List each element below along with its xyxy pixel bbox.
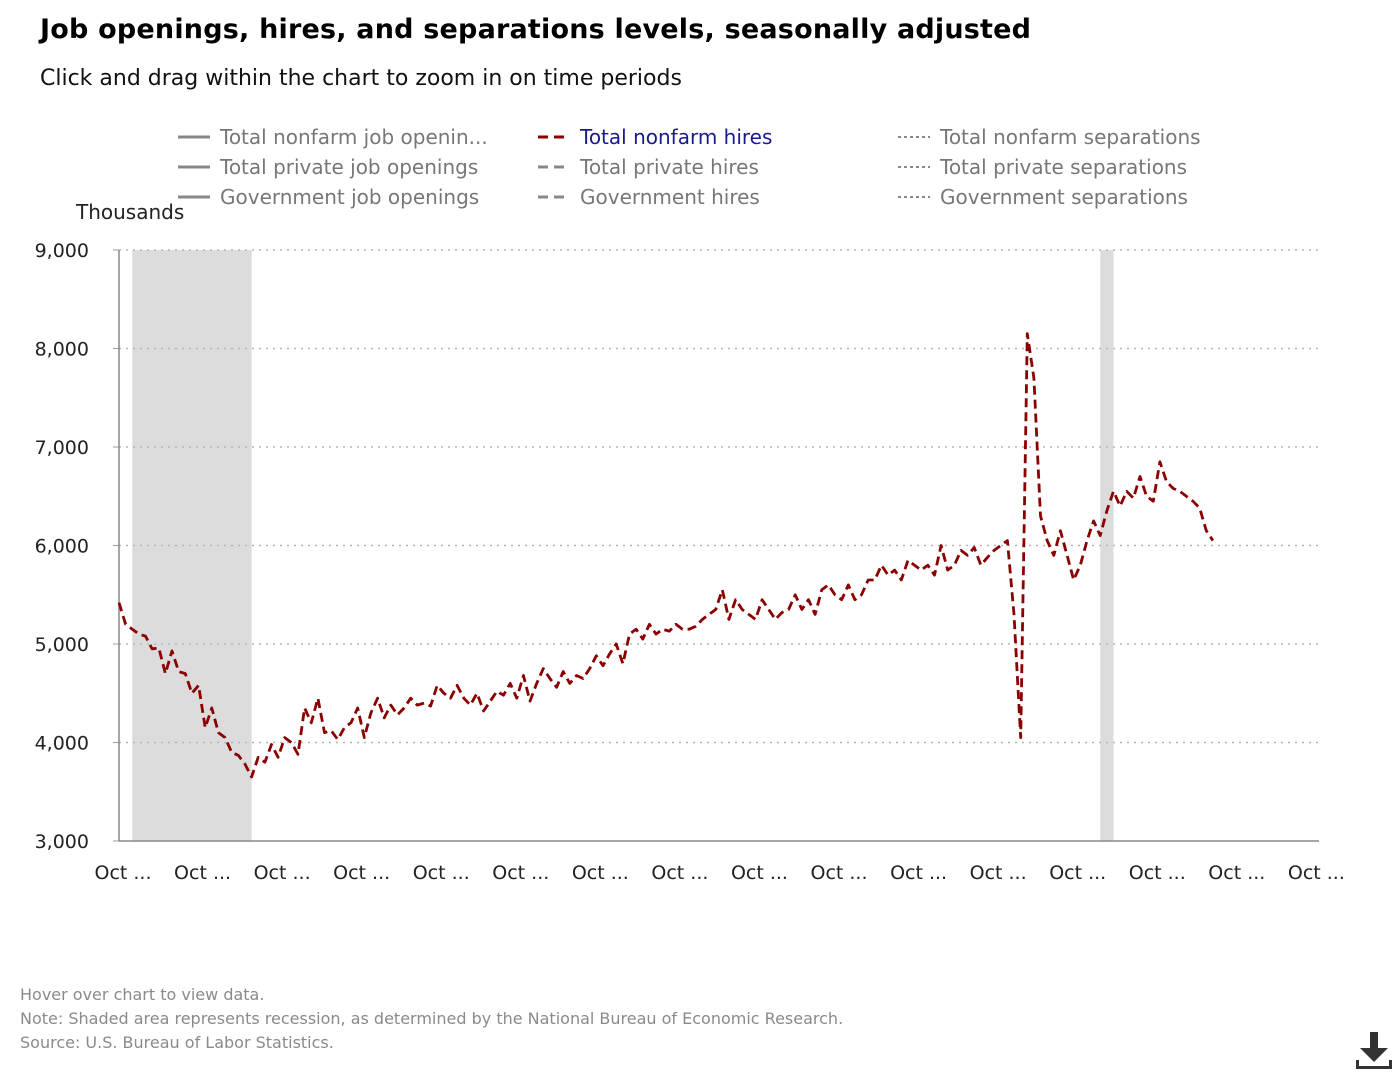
x-tick-label: Oct ... <box>572 862 629 884</box>
legend-swatch-icon <box>538 165 570 169</box>
legend-swatch-icon <box>898 136 930 138</box>
chart-subtitle: Click and drag within the chart to zoom … <box>40 66 682 91</box>
legend-label: Total nonfarm hires <box>580 125 773 149</box>
legend-swatch-icon <box>538 135 570 139</box>
x-tick-label: Oct ... <box>890 862 947 884</box>
legend-swatch-icon <box>898 166 930 168</box>
x-tick-label: Oct ... <box>492 862 549 884</box>
legend-swatch-icon <box>178 135 210 139</box>
source-note: Source: U.S. Bureau of Labor Statistics. <box>20 1033 334 1052</box>
legend-swatch-icon <box>538 195 570 199</box>
hover-note: Hover over chart to view data. <box>20 985 265 1004</box>
legend-label: Total private job openings <box>220 155 479 179</box>
y-axis-label: Thousands <box>76 200 185 224</box>
legend-label: Total nonfarm job openin... <box>220 125 488 149</box>
y-tick-label: 9,000 <box>35 240 89 262</box>
x-tick-label: Oct ... <box>1049 862 1106 884</box>
recession-band <box>132 250 252 841</box>
x-tick-label: Oct ... <box>333 862 390 884</box>
y-tick-label: 8,000 <box>35 339 89 361</box>
legend-swatch-icon <box>898 196 930 198</box>
legend-label: Government hires <box>580 185 760 209</box>
x-tick-label: Oct ... <box>731 862 788 884</box>
y-tick-label: 4,000 <box>35 733 89 755</box>
y-tick-label: 6,000 <box>35 536 89 558</box>
legend-swatch-icon <box>178 195 210 199</box>
x-tick-label: Oct ... <box>174 862 231 884</box>
x-tick-label: Oct ... <box>970 862 1027 884</box>
chart-title: Job openings, hires, and separations lev… <box>40 14 1032 45</box>
series-line-total-nonfarm-hires <box>117 332 1215 779</box>
x-tick-label: Oct ... <box>1208 862 1265 884</box>
x-tick-label: Oct ... <box>254 862 311 884</box>
legend-label: Government separations <box>940 185 1188 209</box>
x-tick-label: Oct ... <box>651 862 708 884</box>
x-tick-label: Oct ... <box>413 862 470 884</box>
chart-area[interactable]: 3,000 4,000 5,000 6,000 7,000 8,000 9,000 Oct .… <box>0 230 1400 910</box>
x-tick-label: Oct ... <box>94 862 151 884</box>
chart-notes: Hover over chart to view data. Note: Sha… <box>20 983 843 1055</box>
legend-label: Government job openings <box>220 185 480 209</box>
legend-label: Total nonfarm separations <box>940 125 1201 149</box>
y-tick-label: 5,000 <box>35 634 89 656</box>
y-tick-label: 7,000 <box>35 437 89 459</box>
y-tick-label: 3,000 <box>35 831 89 853</box>
x-tick-label: Oct ... <box>1288 862 1345 884</box>
recession-note: Note: Shaded area represents recession, … <box>20 1009 844 1028</box>
x-tick-label: Oct ... <box>1129 862 1186 884</box>
x-tick-label: Oct ... <box>811 862 868 884</box>
download-icon[interactable] <box>1354 1030 1394 1074</box>
legend-label: Total private hires <box>580 155 759 179</box>
legend-swatch-icon <box>178 165 210 169</box>
legend-label: Total private separations <box>940 155 1188 179</box>
